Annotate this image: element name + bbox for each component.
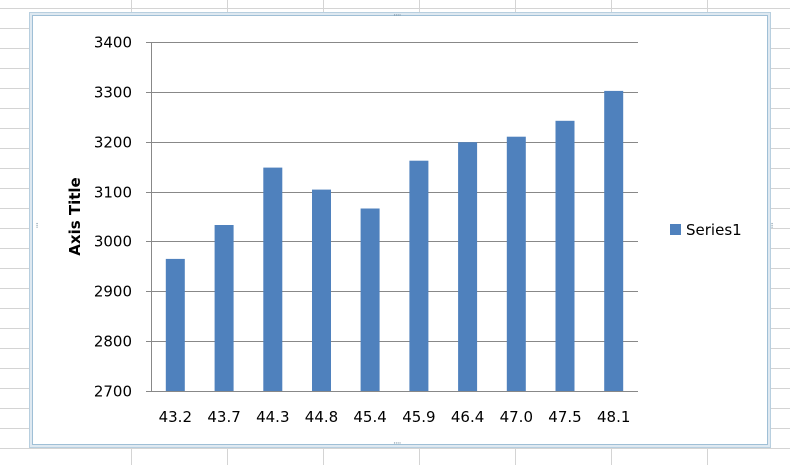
y-axis-title[interactable]: Axis Title bbox=[66, 177, 84, 255]
axes bbox=[146, 42, 638, 392]
x-tick-label-44.3: 44.3 bbox=[256, 408, 289, 426]
y-tick-label-3000: 3000 bbox=[94, 233, 132, 251]
bar-47.5[interactable] bbox=[555, 120, 575, 392]
chart-frame[interactable] bbox=[32, 15, 768, 445]
y-tick-label-3400: 3400 bbox=[94, 34, 132, 52]
bar-44.8[interactable] bbox=[312, 189, 331, 391]
y-tick-label-2700: 2700 bbox=[94, 383, 132, 401]
legend[interactable]: Series1 bbox=[670, 221, 742, 239]
resize-handle-bottom[interactable]: ···· bbox=[393, 439, 402, 449]
x-tick-label-48.1: 48.1 bbox=[597, 408, 630, 426]
y-tick-label-2800: 2800 bbox=[94, 333, 132, 351]
y-tick-label-3100: 3100 bbox=[94, 184, 132, 202]
x-tick-label-45.4: 45.4 bbox=[353, 408, 386, 426]
bars bbox=[165, 90, 624, 392]
bar-46.4[interactable] bbox=[458, 142, 478, 391]
bar-47.0[interactable] bbox=[506, 136, 526, 391]
y-tick-label-3300: 3300 bbox=[94, 84, 132, 102]
resize-handle-top[interactable]: ···· bbox=[393, 11, 402, 21]
bar-45.9[interactable] bbox=[409, 160, 429, 391]
y-tick-label-2900: 2900 bbox=[94, 283, 132, 301]
y-tick-labels: 2700 2800 2900 3000 3100 3200 3300 3400 bbox=[94, 34, 132, 401]
bar-43.7[interactable] bbox=[214, 225, 234, 391]
x-tick-labels: 43.2 43.7 44.3 44.8 45.4 45.9 46.4 47.0 47.5 48.1 bbox=[159, 408, 631, 426]
bar-45.4[interactable] bbox=[360, 208, 380, 392]
x-tick-label-44.8: 44.8 bbox=[305, 408, 338, 426]
legend-swatch bbox=[670, 224, 681, 235]
bar-48.1[interactable] bbox=[604, 90, 624, 392]
x-tick-label-47.0: 47.0 bbox=[500, 408, 533, 426]
x-tick-label-47.5: 47.5 bbox=[548, 408, 581, 426]
bar-43.2[interactable] bbox=[165, 258, 185, 391]
y-tick-label-3200: 3200 bbox=[94, 134, 132, 152]
bar-44.3[interactable] bbox=[263, 167, 283, 391]
resize-handle-right[interactable]: ··· bbox=[766, 222, 776, 228]
x-tick-label-43.7: 43.7 bbox=[207, 408, 240, 426]
x-tick-label-46.4: 46.4 bbox=[451, 408, 484, 426]
x-tick-label-43.2: 43.2 bbox=[159, 408, 192, 426]
x-tick-label-45.9: 45.9 bbox=[402, 408, 435, 426]
legend-label-series1: Series1 bbox=[686, 221, 742, 239]
